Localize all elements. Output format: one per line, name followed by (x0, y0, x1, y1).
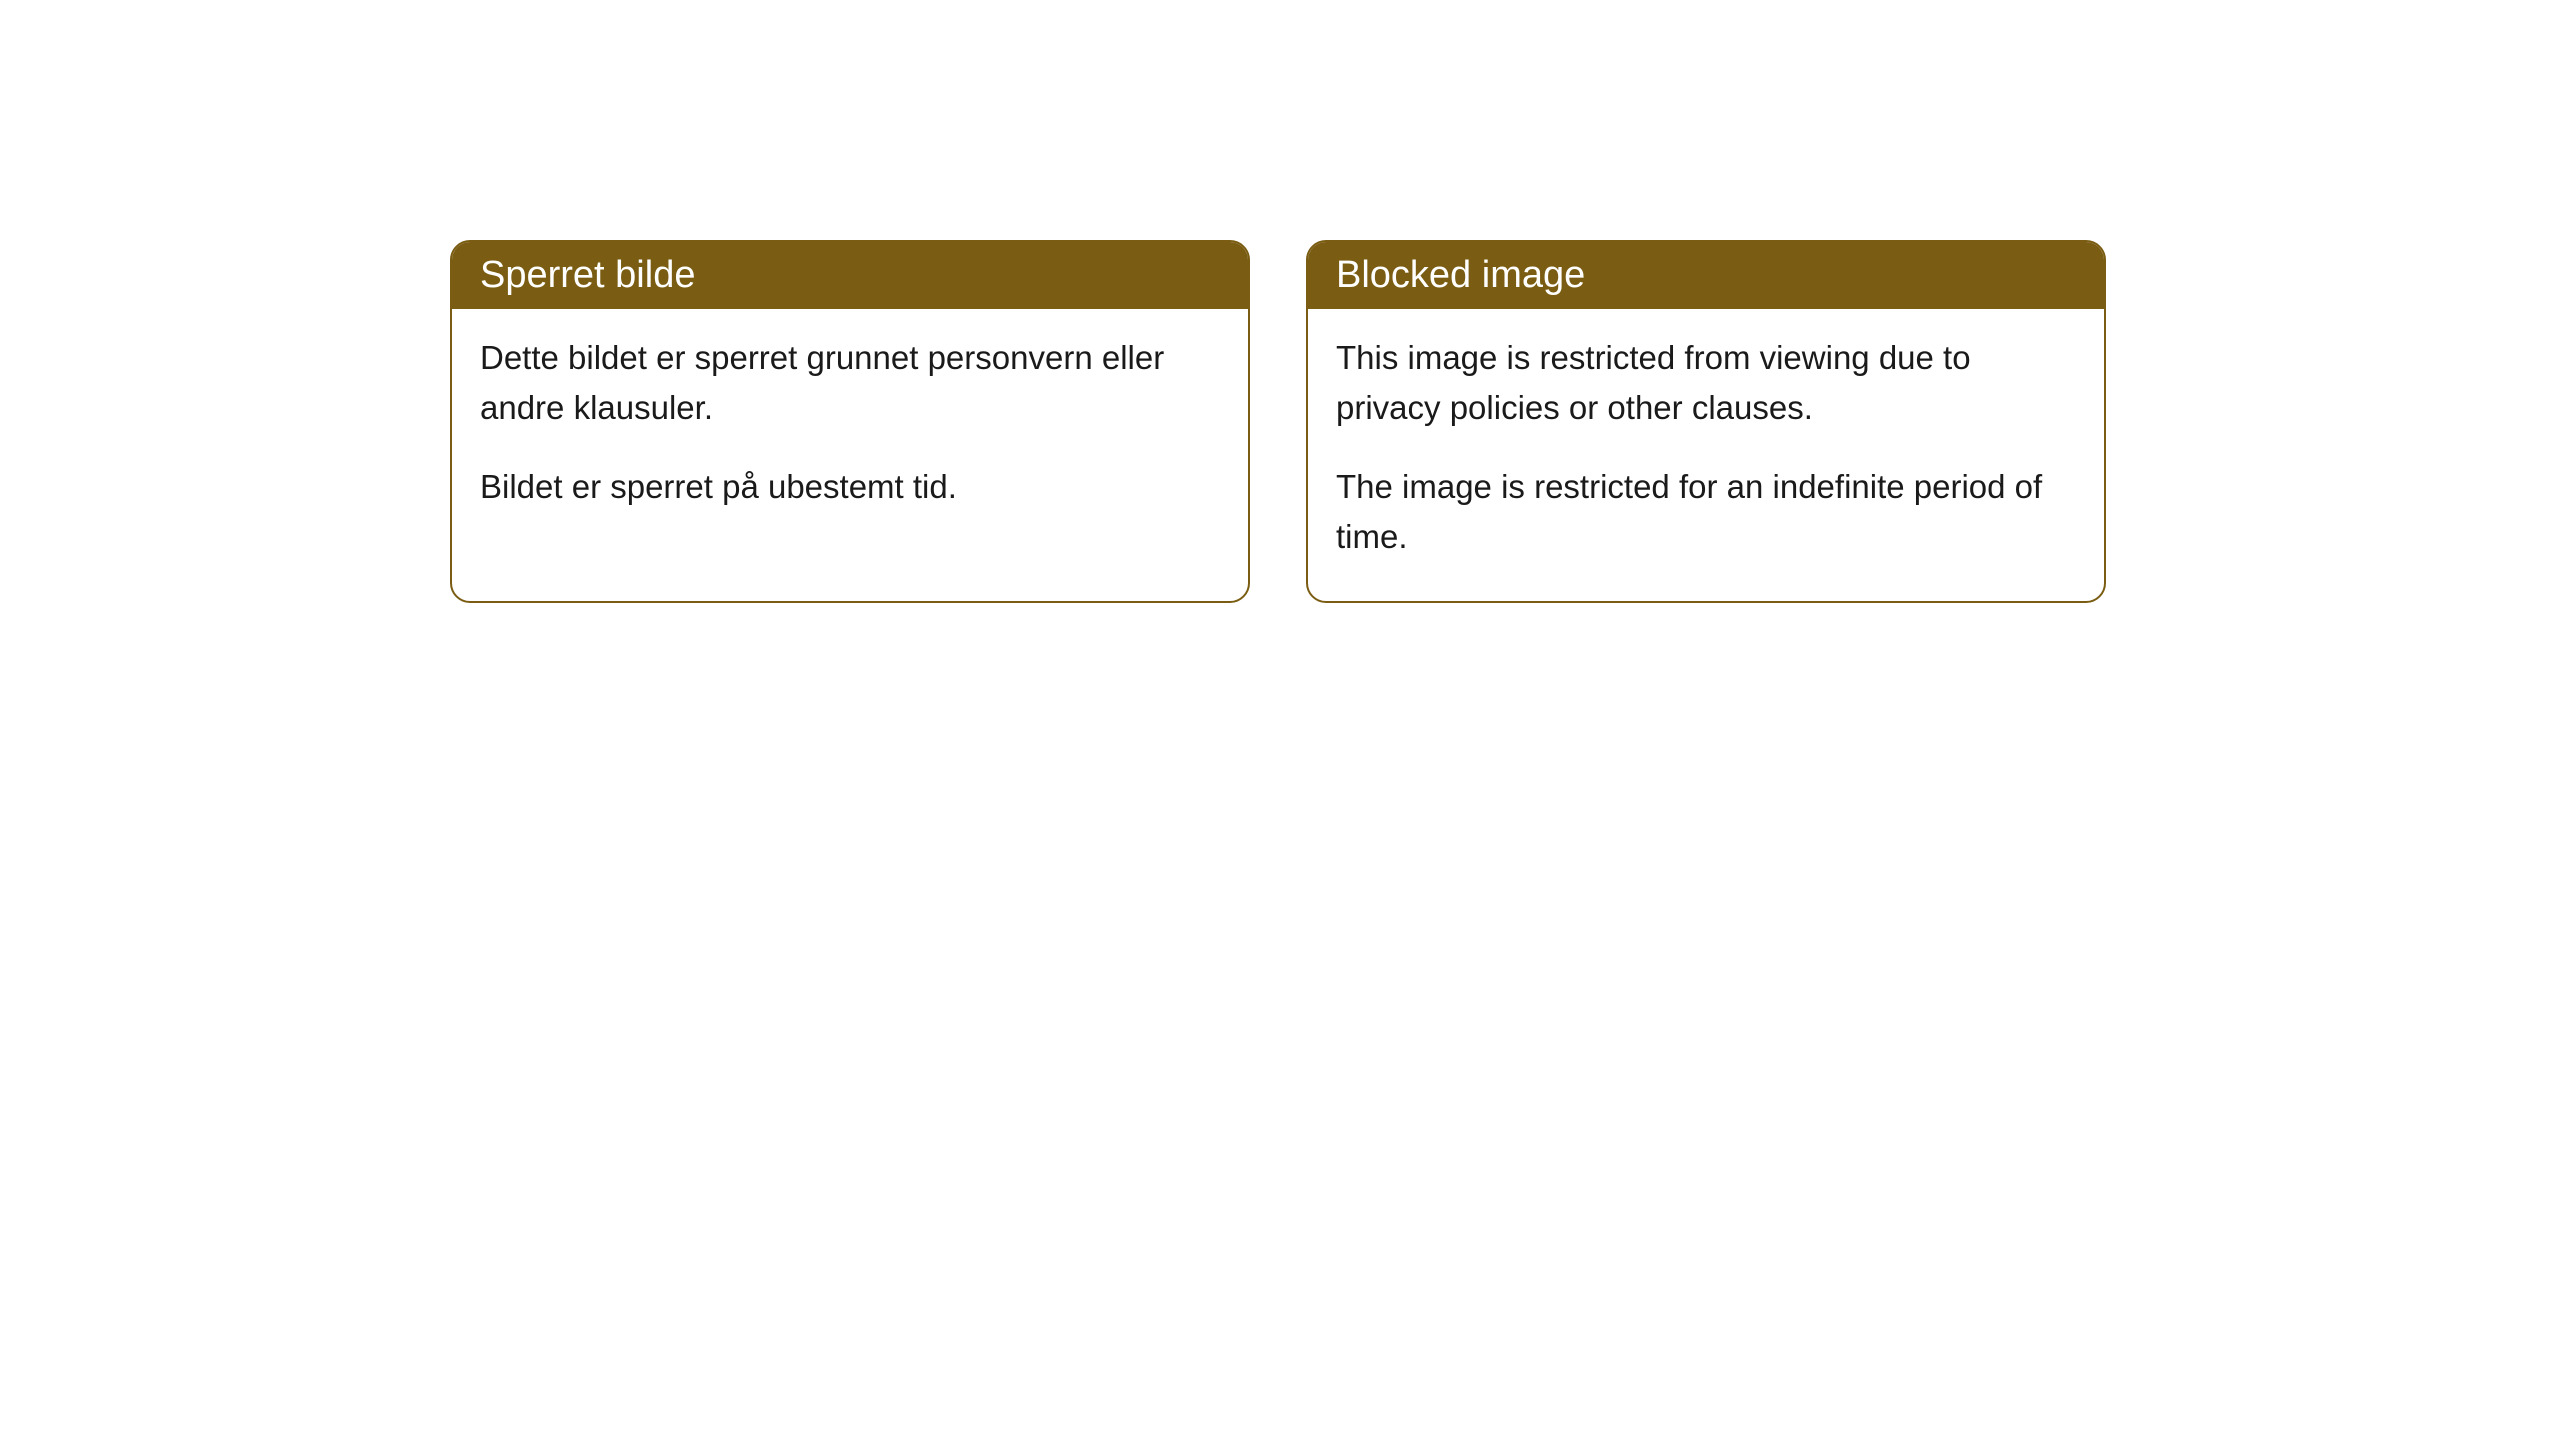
card-paragraph-2-norwegian: Bildet er sperret på ubestemt tid. (480, 462, 1220, 512)
blocked-image-card-english: Blocked image This image is restricted f… (1306, 240, 2106, 603)
blocked-image-card-norwegian: Sperret bilde Dette bildet er sperret gr… (450, 240, 1250, 603)
card-paragraph-2-english: The image is restricted for an indefinit… (1336, 462, 2076, 561)
card-paragraph-1-english: This image is restricted from viewing du… (1336, 333, 2076, 432)
card-paragraph-1-norwegian: Dette bildet er sperret grunnet personve… (480, 333, 1220, 432)
card-title-norwegian: Sperret bilde (480, 254, 695, 296)
card-header-english: Blocked image (1308, 242, 2104, 309)
card-title-english: Blocked image (1336, 254, 1585, 296)
card-body-norwegian: Dette bildet er sperret grunnet personve… (452, 309, 1248, 552)
card-body-english: This image is restricted from viewing du… (1308, 309, 2104, 601)
card-header-norwegian: Sperret bilde (452, 242, 1248, 309)
cards-container: Sperret bilde Dette bildet er sperret gr… (0, 0, 2560, 603)
